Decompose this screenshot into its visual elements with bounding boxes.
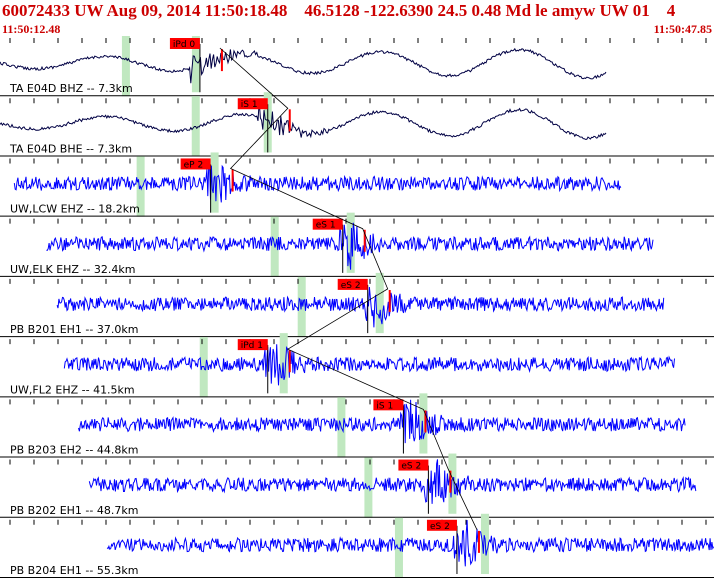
trace-row[interactable]: iPd 1 UW,FL2 EHZ -- 41.5km	[0, 333, 714, 398]
trace-row[interactable]: eS 2 PB B202 EH1 -- 48.7km	[0, 453, 714, 518]
event-title: 60072433 UW Aug 09, 2014 11:50:18.48 46.…	[2, 1, 676, 20]
pick-window	[210, 152, 219, 213]
pick-window	[121, 36, 130, 97]
trace-row[interactable]: eS 2 PB B204 EH1 -- 55.3km	[0, 513, 714, 578]
pick-window	[375, 272, 384, 334]
start-time: 11:50:12.48	[2, 22, 61, 36]
pick-window	[448, 453, 457, 514]
pick-flag-label: eS 2	[401, 462, 421, 472]
pick-flag-label: eS 2	[430, 522, 450, 532]
waveform	[106, 519, 714, 567]
event-header: 60072433 UW Aug 09, 2014 11:50:18.48 46.…	[0, 0, 714, 36]
waveform	[78, 399, 686, 444]
trace-row[interactable]: eP 2 UW,LCW EHZ -- 18.2km	[0, 152, 714, 217]
trace-row[interactable]: iS 1 PB B203 EH2 -- 44.8km	[0, 393, 714, 458]
pick-flag-label: iPd 1	[241, 341, 263, 351]
pick-flag-label: iPd 0	[173, 40, 196, 50]
pick-flag-label: eP 2	[184, 160, 204, 170]
trace-label: TA E04D BHE -- 7.3km	[9, 142, 132, 155]
trace-label: PB B203 EH2 -- 44.8km	[10, 444, 138, 457]
trace-row[interactable]: iPd 0 TA E04D BHZ -- 7.3km	[0, 36, 714, 97]
pick-flag-box	[373, 399, 404, 411]
waveform	[88, 459, 697, 504]
pick-flag[interactable]: eP 2	[180, 158, 211, 170]
trace-label: PB B202 EH1 -- 48.7km	[10, 504, 138, 517]
waveform	[0, 47, 607, 84]
trace-label: UW,FL2 EHZ -- 41.5km	[10, 383, 135, 396]
pick-flag[interactable]: eS 2	[426, 519, 457, 532]
waveform	[63, 344, 675, 386]
pick-flag-box	[180, 158, 211, 170]
pick-flag[interactable]: eS 2	[337, 278, 368, 291]
pick-window	[419, 393, 428, 454]
pick-flag-label: eS 2	[341, 281, 361, 291]
pick-flag-box	[169, 38, 200, 49]
pick-flag-label: eS 1	[316, 221, 336, 231]
trace-label: UW,ELK EHZ -- 32.4km	[10, 263, 135, 276]
trace-label: PB B201 EH1 -- 37.0km	[10, 323, 138, 336]
pick-flag[interactable]: iS 1	[373, 399, 404, 411]
end-time: 11:50:47.85	[653, 22, 712, 36]
pick-flag-label: iS 1	[376, 401, 393, 411]
pick-flag-label: iS 1	[241, 100, 258, 110]
pick-window	[191, 36, 200, 93]
pick-flag-box	[337, 278, 368, 290]
pick-flag-box	[426, 519, 457, 531]
waveform	[0, 101, 607, 140]
pick-flag[interactable]: eS 2	[398, 459, 429, 472]
trace-row[interactable]: iS 1 TA E04D BHE -- 7.3km	[0, 92, 714, 157]
pick-flag[interactable]: iPd 1	[237, 339, 268, 351]
pick-flag-box	[237, 339, 268, 351]
trace-row[interactable]: eS 2 PB B201 EH1 -- 37.0km	[0, 272, 714, 338]
pick-window	[279, 333, 288, 394]
pick-flag-box	[398, 459, 429, 471]
pick-flag-box	[237, 98, 268, 110]
trace-label: UW,LCW EHZ -- 18.2km	[10, 203, 140, 216]
pick-flag[interactable]: iPd 0	[169, 38, 200, 50]
trace-label: TA E04D BHZ -- 7.3km	[9, 82, 133, 95]
trace-row[interactable]: eS 1 UW,ELK EHZ -- 32.4km	[0, 212, 714, 277]
pick-flag[interactable]: eS 1	[312, 218, 343, 231]
pick-flag-box	[312, 218, 343, 230]
travel-time-curve	[219, 47, 478, 530]
pick-window	[364, 457, 373, 518]
waveform	[13, 164, 622, 203]
trace-label: PB B204 EH1 -- 55.3km	[10, 564, 138, 577]
pick-flag[interactable]: iS 1	[237, 98, 268, 110]
waveform	[46, 222, 654, 270]
waveform	[56, 286, 665, 328]
seismogram-panel[interactable]: iPd 0 TA E04D BHZ -- 7.3km iS 1 TA E04D BHE…	[0, 36, 714, 578]
